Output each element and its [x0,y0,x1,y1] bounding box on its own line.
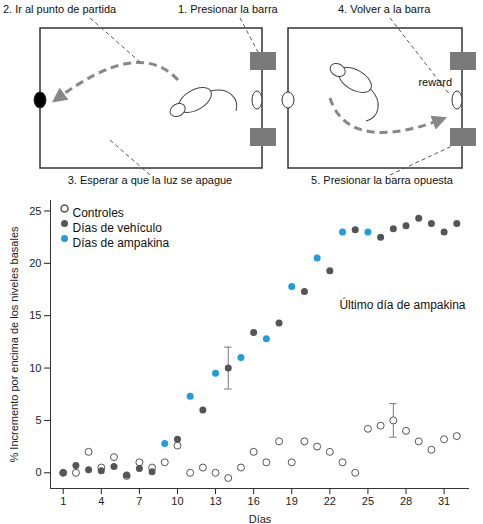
svg-text:3. Esperar a que la luz se apa: 3. Esperar a que la luz se apague [68,174,233,186]
svg-text:31: 31 [438,495,450,507]
svg-text:2. Ir al punto de partida: 2. Ir al punto de partida [3,3,117,15]
svg-text:22: 22 [324,495,336,507]
svg-text:Último día de ampakina: Último día de ampakina [339,297,465,312]
svg-text:16: 16 [248,495,260,507]
svg-text:Días de ampakina: Días de ampakina [73,236,170,250]
svg-text:28: 28 [400,495,412,507]
svg-text:25: 25 [362,495,374,507]
svg-text:15: 15 [29,309,41,321]
svg-text:13: 13 [209,495,221,507]
svg-text:% Incremento por encima de los: % Incremento por encima de los niveles b… [8,226,20,463]
svg-text:Días de vehículo: Días de vehículo [73,221,163,235]
svg-text:5. Presionar la barra opuesta: 5. Presionar la barra opuesta [311,174,454,186]
svg-text:20: 20 [29,257,41,269]
svg-text:1: 1 [60,495,66,507]
svg-text:4. Volver a la barra: 4. Volver a la barra [338,3,431,15]
svg-text:10: 10 [29,362,41,374]
svg-text:Días: Días [249,513,272,524]
svg-text:4: 4 [98,495,104,507]
svg-text:10: 10 [171,495,183,507]
svg-text:5: 5 [35,414,41,426]
svg-text:1. Presionar la barra: 1. Presionar la barra [178,3,279,15]
svg-text:7: 7 [136,495,142,507]
svg-text:19: 19 [286,495,298,507]
svg-text:0: 0 [35,466,41,478]
svg-text:reward: reward [418,76,452,88]
svg-text:Controles: Controles [73,206,124,220]
svg-text:25: 25 [29,204,41,216]
